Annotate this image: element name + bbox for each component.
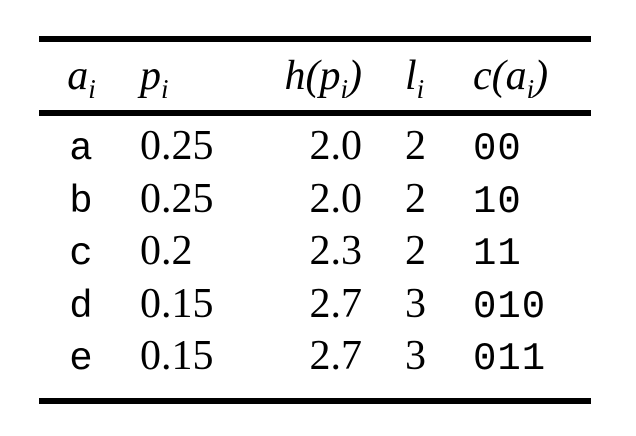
- table-row: e 0.15 2.7 3 011: [39, 332, 591, 385]
- cell-length: 2: [405, 175, 426, 222]
- top-rule: [39, 36, 591, 42]
- cell-symbol: a: [69, 127, 94, 171]
- cell-symbol: c: [69, 232, 94, 276]
- cell-information: 2.0: [309, 175, 363, 222]
- cell-information: 2.0: [309, 123, 363, 169]
- header-row: ai pi h(pi) li c(ai): [39, 42, 591, 110]
- cell-length: 3: [405, 280, 426, 327]
- cell-probability: 0.2: [140, 228, 193, 274]
- cell-symbol: e: [69, 337, 94, 381]
- cell-probability: 0.25: [140, 175, 214, 222]
- table-row: d 0.15 2.7 3 010: [39, 280, 591, 333]
- column-header-codeword: c(ai): [473, 53, 549, 104]
- cell-symbol: b: [69, 179, 94, 224]
- cell-codeword: 010: [473, 284, 547, 329]
- cell-codeword: 00: [473, 127, 522, 171]
- cell-information: 2.7: [309, 333, 363, 379]
- cell-probability: 0.15: [140, 333, 214, 379]
- cell-probability: 0.25: [140, 123, 214, 169]
- cell-codeword: 11: [473, 232, 522, 276]
- cell-codeword: 011: [473, 337, 547, 381]
- cell-length: 3: [405, 333, 426, 379]
- column-header-length: li: [405, 53, 425, 104]
- cell-symbol: d: [69, 284, 94, 329]
- coding-table: ai pi h(pi) li c(ai) a 0.25 2.0 2 00 b 0…: [39, 36, 591, 404]
- table-row: b 0.25 2.0 2 10: [39, 175, 591, 228]
- column-header-symbol: ai: [67, 53, 96, 104]
- column-header-information: h(pi): [284, 53, 362, 104]
- column-header-probability: pi: [140, 53, 169, 104]
- cell-information: 2.7: [309, 280, 363, 327]
- cell-length: 2: [405, 228, 426, 274]
- cell-codeword: 10: [473, 179, 522, 224]
- cell-probability: 0.15: [140, 280, 214, 327]
- cell-information: 2.3: [309, 228, 363, 274]
- cell-length: 2: [405, 123, 426, 169]
- table-row: a 0.25 2.0 2 00: [39, 122, 591, 175]
- mid-rule: [39, 110, 591, 116]
- bottom-rule: [39, 397, 591, 404]
- table-body: a 0.25 2.0 2 00 b 0.25 2.0 2 10 c 0.2 2.…: [39, 116, 591, 398]
- table-row: c 0.2 2.3 2 11: [39, 227, 591, 280]
